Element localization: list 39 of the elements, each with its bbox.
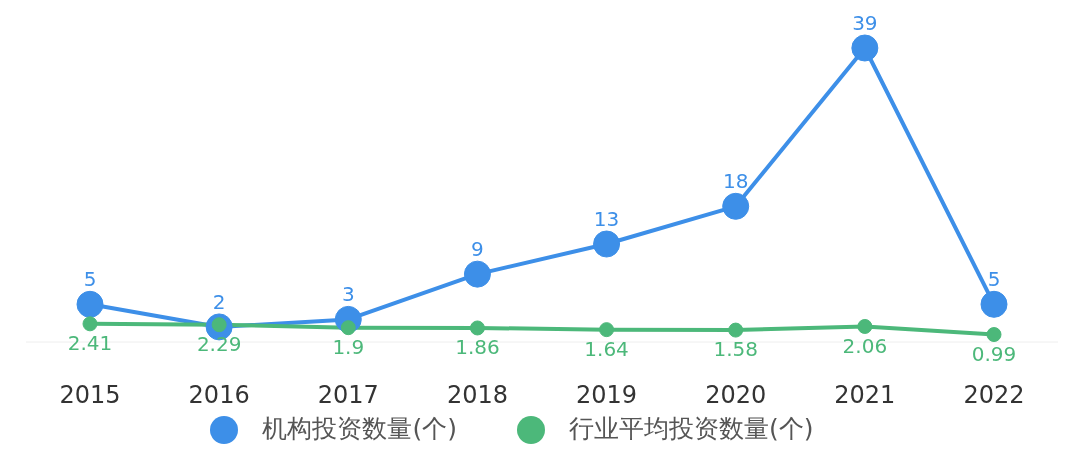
- point: [76, 290, 104, 318]
- point: [851, 34, 879, 62]
- x-tick-label: 2017: [317, 381, 379, 410]
- data-label: 2.06: [842, 333, 888, 358]
- data-label: 2: [212, 289, 226, 314]
- data-label: 39: [852, 11, 878, 35]
- data-label: 1.64: [584, 336, 629, 361]
- data-label: 0.99: [971, 341, 1017, 366]
- point: [980, 290, 1008, 318]
- data-label: 13: [593, 207, 620, 231]
- point: [722, 192, 750, 220]
- x-tick-label: 2019: [576, 381, 638, 410]
- data-label: 2.41: [67, 331, 113, 356]
- legend-label: 行业平均投资数量(个): [569, 414, 814, 443]
- x-tick-label: 2022: [963, 381, 1025, 410]
- point: [986, 327, 1002, 343]
- data-label: 18: [722, 169, 749, 194]
- legend-label: 机构投资数量(个): [262, 414, 457, 443]
- data-label: 1.9: [332, 334, 365, 359]
- data-label: 3: [341, 282, 355, 307]
- x-tick-label: 2021: [834, 381, 896, 410]
- point: [857, 318, 873, 334]
- data-label: 5: [83, 267, 97, 292]
- point: [599, 322, 615, 338]
- x-tick-label: 2020: [705, 381, 767, 410]
- data-label: 1.58: [713, 337, 758, 362]
- point: [463, 260, 491, 288]
- data-label: 9: [471, 237, 484, 262]
- point: [82, 316, 98, 332]
- point: [728, 322, 744, 338]
- x-tick-label: 2016: [188, 381, 250, 410]
- data-label: 1.86: [455, 335, 500, 360]
- x-tick-label: 2015: [59, 381, 121, 410]
- data-label: 5: [987, 267, 1001, 292]
- point: [469, 320, 485, 336]
- x-tick-label: 2018: [446, 381, 508, 410]
- point: [593, 230, 621, 258]
- data-label: 2.29: [196, 331, 242, 356]
- point: [340, 320, 356, 336]
